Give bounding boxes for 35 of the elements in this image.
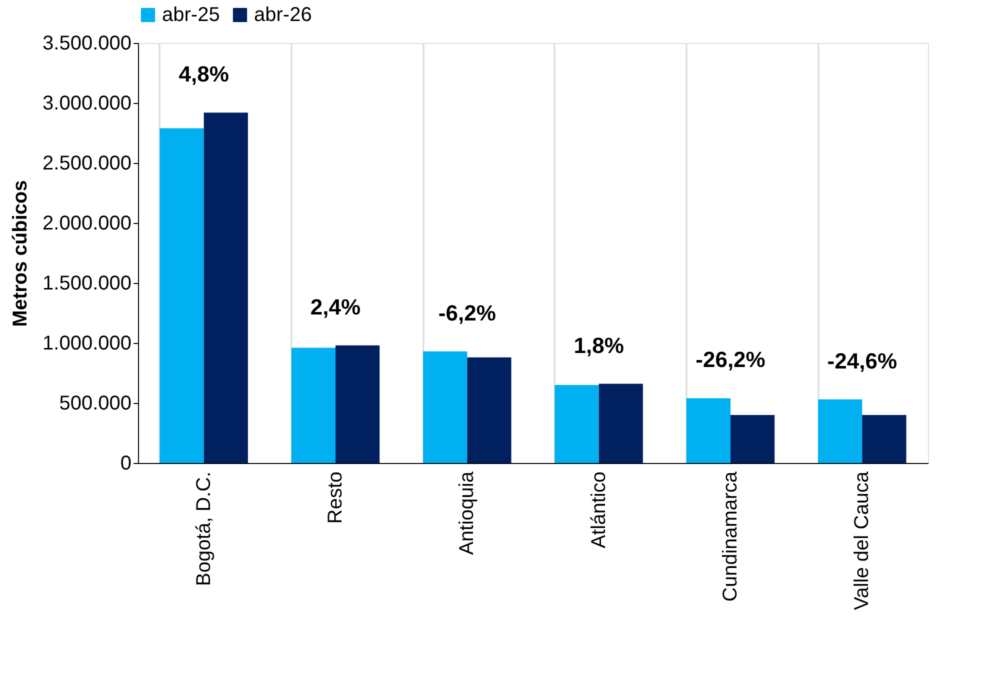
y-tick-label: 500.000 [59,392,132,414]
annotation: 4,8% [178,62,229,87]
y-tick-label: 1.000.000 [42,332,132,354]
y-tick-label: 1.500.000 [42,272,132,294]
bar [686,398,730,463]
bar [598,384,643,463]
bar [467,357,512,463]
x-tick-label: Resto [324,472,346,524]
y-tick-label: 2.500.000 [42,152,132,174]
bar [336,345,380,463]
bar [291,348,336,463]
y-axis-title: Metros cúbicos [10,180,32,327]
annotation: 2,4% [310,294,361,320]
x-tick-label: Valle del Cauca [851,470,874,610]
bar [862,415,906,463]
annotation: -24,6% [827,348,898,374]
legend-label: abr-25 [162,4,220,26]
x-tick-label: Cundinamarca [720,470,742,602]
bar [160,128,204,463]
annotation: -26,2% [696,347,766,372]
annotation: 1,8% [574,332,624,358]
y-tick-label: 0 [120,452,132,474]
x-tick-label: Bogotá, D.C. [192,472,215,586]
y-tick-label: 3.500.000 [42,32,132,54]
bar [423,351,468,463]
bar [204,112,248,463]
bar [818,399,862,463]
y-tick-label: 2.000.000 [42,212,132,234]
x-tick-label: Atlántico [588,472,610,548]
y-tick-label: 3.000.000 [42,92,132,114]
bar [730,415,775,463]
annotation: -6,2% [438,300,496,326]
legend-label: abr-26 [254,4,312,26]
bar [554,385,599,463]
x-tick-label: Antioquia [456,470,478,555]
